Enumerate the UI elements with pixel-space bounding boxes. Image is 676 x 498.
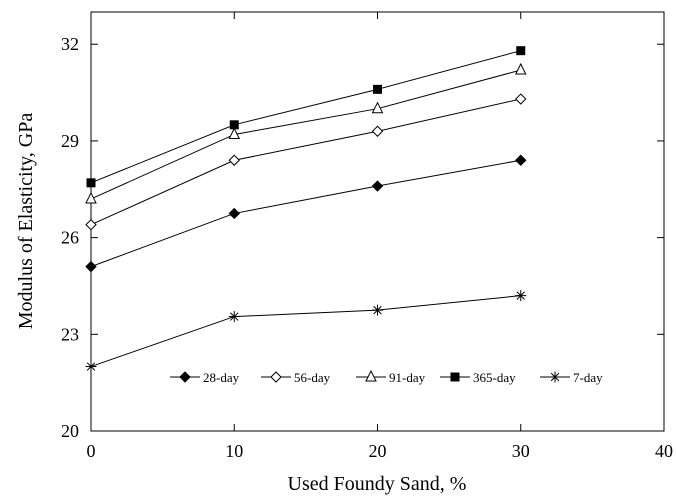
y-tick-label: 20	[61, 421, 79, 441]
series-line-28-day	[90, 159, 521, 268]
data-point-28-day	[371, 180, 384, 192]
data-point-56-day	[371, 125, 384, 137]
series-line-56-day	[90, 98, 521, 226]
data-point-7-day	[372, 304, 383, 316]
x-tick-label: 30	[512, 441, 530, 461]
series-markers	[85, 46, 527, 373]
axis-ticks	[90, 12, 665, 432]
data-point-7-day	[515, 290, 527, 302]
x-tick-label: 40	[655, 441, 673, 461]
y-tick-label: 32	[61, 34, 79, 54]
data-point-56-day	[515, 93, 527, 105]
legend-marker-56-day	[270, 371, 282, 383]
series-lines	[90, 50, 521, 368]
series-line-365-day	[90, 50, 521, 184]
data-point-28-day	[85, 260, 97, 273]
y-tick-label: 23	[61, 324, 79, 344]
y-tick-label: 26	[61, 228, 79, 248]
x-tick-label: 0	[87, 441, 96, 461]
data-point-365-day	[229, 120, 239, 130]
x-tick-label: 20	[369, 441, 387, 461]
data-point-28-day	[515, 154, 527, 166]
x-tick-label: 10	[225, 441, 243, 461]
legend-marker-365-day	[450, 372, 460, 382]
legend: 28-day 56-day 91-day 365-day 7-day	[170, 369, 603, 385]
data-point-91-day	[514, 62, 527, 75]
data-point-365-day	[516, 46, 526, 56]
data-point-7-day	[85, 361, 97, 373]
legend-marker-91-day	[365, 369, 377, 382]
data-point-56-day	[228, 154, 240, 166]
legend-label: 91-day	[389, 370, 426, 385]
legend-label: 7-day	[573, 370, 603, 385]
legend-label: 28-day	[203, 370, 240, 385]
series-line-7-day	[90, 295, 521, 368]
tick-labels: 0 10 20 30 40 20 23 26 29 32	[61, 34, 673, 461]
legend-marker-7-day	[549, 371, 561, 383]
data-point-7-day	[228, 311, 240, 323]
legend-label: 365-day	[473, 370, 516, 385]
legend-label: 56-day	[294, 370, 331, 385]
data-point-365-day	[86, 178, 96, 188]
plot-frame	[90, 11, 665, 432]
data-point-91-day	[371, 101, 384, 114]
data-point-91-day	[228, 127, 241, 139]
data-point-56-day	[85, 219, 97, 231]
y-tick-label: 29	[61, 131, 79, 151]
x-axis-label: Used Foundy Sand, %	[288, 473, 467, 495]
data-point-28-day	[228, 207, 240, 220]
data-point-365-day	[373, 84, 382, 94]
y-axis-label: Modulus of Elasticity, GPa	[15, 113, 37, 330]
data-point-91-day	[85, 191, 97, 204]
series-line-91-day	[90, 69, 521, 200]
legend-marker-28-day	[179, 371, 191, 383]
